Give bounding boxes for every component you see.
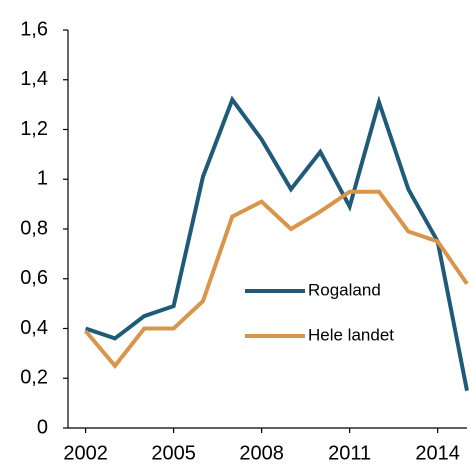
- y-tick-label: 0,6: [20, 267, 48, 289]
- y-tick-label: 1,2: [20, 118, 48, 140]
- x-tick-label: 2005: [151, 442, 196, 464]
- series-line: [84, 95, 469, 392]
- legend-label: Hele landet: [308, 325, 394, 344]
- x-tick-label: 2008: [239, 442, 284, 464]
- y-tick-label: 0,8: [20, 217, 48, 239]
- y-tick-label: 1,6: [20, 18, 48, 40]
- legend-label: Rogaland: [308, 280, 381, 299]
- y-tick-label: 1: [37, 168, 48, 190]
- series-line: [84, 189, 469, 369]
- x-tick-label: 2014: [415, 442, 460, 464]
- y-tick-label: 0,4: [20, 317, 48, 339]
- y-tick-label: 0,2: [20, 367, 48, 389]
- x-tick-label: 2011: [328, 442, 371, 464]
- x-tick-label: 2002: [63, 442, 108, 464]
- y-tick-label: 0: [37, 416, 48, 438]
- y-tick-label: 1,4: [20, 68, 48, 90]
